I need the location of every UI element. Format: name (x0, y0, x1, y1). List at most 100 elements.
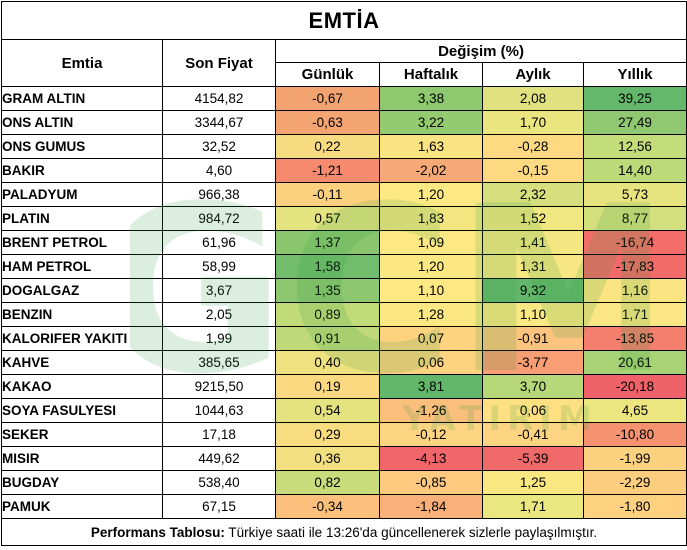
table-row: HAM PETROL 58,99 1,58 1,20 1,31 -17,83 (1, 254, 687, 279)
last-price-cell: 9215,50 (162, 374, 276, 399)
commodity-name-cell: PAMUK (1, 494, 163, 519)
commodity-name-cell: DOGALGAZ (1, 278, 163, 303)
daily-change-cell: -0,11 (275, 182, 380, 207)
weekly-change-cell: -4,13 (379, 446, 483, 471)
yearly-change-cell: 8,77 (582, 206, 687, 231)
yearly-change-cell: -10,80 (582, 422, 687, 447)
commodity-name-cell: SOYA FASULYESI (1, 398, 163, 423)
weekly-change-cell: -1,26 (379, 398, 483, 423)
footer-text: Türkiye saati ile 13:26'da güncellenerek… (224, 524, 598, 540)
weekly-change-cell: -2,02 (379, 158, 483, 183)
column-header-yearly: Yıllık (582, 62, 687, 87)
monthly-change-cell: 2,08 (482, 86, 584, 111)
footer-note: Performans Tablosu: Türkiye saati ile 13… (0, 518, 687, 546)
table-row: KAHVE 385,65 0,40 0,06 -3,77 20,61 (1, 350, 687, 375)
weekly-change-cell: 1,20 (379, 182, 483, 207)
daily-change-cell: 0,19 (275, 374, 380, 399)
table-row: MISIR 449,62 0,36 -4,13 -5,39 -1,99 (1, 446, 687, 471)
yearly-change-cell: -20,18 (582, 374, 687, 399)
column-header-last-price: Son Fiyat (162, 39, 276, 87)
yearly-change-cell: 12,56 (582, 134, 687, 159)
daily-change-cell: 0,89 (275, 302, 380, 327)
monthly-change-cell: 3,70 (482, 374, 584, 399)
monthly-change-cell: 1,41 (482, 230, 584, 255)
daily-change-cell: 1,35 (275, 278, 380, 303)
monthly-change-cell: 1,10 (482, 302, 584, 327)
commodity-name-cell: MISIR (1, 446, 163, 471)
footer-label: Performans Tablosu: (90, 524, 225, 540)
commodity-name-cell: BRENT PETROL (1, 230, 163, 255)
column-header-monthly: Aylık (482, 62, 584, 87)
monthly-change-cell: 1,25 (482, 470, 584, 495)
yearly-change-cell: 14,40 (582, 158, 687, 183)
last-price-cell: 67,15 (162, 494, 276, 519)
daily-change-cell: -0,63 (275, 110, 380, 135)
weekly-change-cell: 3,81 (379, 374, 483, 399)
last-price-cell: 2,05 (162, 302, 276, 327)
table-row: ONS GUMUS 32,52 0,22 1,63 -0,28 12,56 (1, 134, 687, 159)
yearly-change-cell: 1,71 (582, 302, 687, 327)
column-group-change: Değişim (%) (274, 39, 687, 63)
commodity-name-cell: PLATIN (1, 206, 163, 231)
daily-change-cell: 0,36 (275, 446, 380, 471)
daily-change-cell: 0,29 (275, 422, 380, 447)
commodity-name-cell: ONS GUMUS (1, 134, 163, 159)
table-row: BUGDAY 538,40 0,82 -0,85 1,25 -2,29 (1, 470, 687, 495)
weekly-change-cell: 1,09 (379, 230, 483, 255)
table-row: BENZIN 2,05 0,89 1,28 1,10 1,71 (1, 302, 687, 327)
yearly-change-cell: -1,99 (582, 446, 687, 471)
weekly-change-cell: 1,10 (379, 278, 483, 303)
weekly-change-cell: -1,84 (379, 494, 483, 519)
yearly-change-cell: 39,25 (582, 86, 687, 111)
column-header-weekly: Haftalık (379, 62, 483, 87)
weekly-change-cell: -0,12 (379, 422, 483, 447)
last-price-cell: 3344,67 (162, 110, 276, 135)
last-price-cell: 32,52 (162, 134, 276, 159)
table-row: PALADYUM 966,38 -0,11 1,20 2,32 5,73 (1, 182, 687, 207)
monthly-change-cell: -0,15 (482, 158, 584, 183)
yearly-change-cell: -13,85 (582, 326, 687, 351)
weekly-change-cell: 1,63 (379, 134, 483, 159)
yearly-change-cell: 1,16 (582, 278, 687, 303)
last-price-cell: 17,18 (162, 422, 276, 447)
last-price-cell: 4,60 (162, 158, 276, 183)
monthly-change-cell: 1,70 (482, 110, 584, 135)
weekly-change-cell: 1,28 (379, 302, 483, 327)
yearly-change-cell: -17,83 (582, 254, 687, 279)
last-price-cell: 966,38 (162, 182, 276, 207)
yearly-change-cell: 4,65 (582, 398, 687, 423)
yearly-change-cell: 20,61 (582, 350, 687, 375)
weekly-change-cell: 1,20 (379, 254, 483, 279)
daily-change-cell: -0,34 (275, 494, 380, 519)
commodity-name-cell: SEKER (1, 422, 163, 447)
monthly-change-cell: -0,91 (482, 326, 584, 351)
monthly-change-cell: -5,39 (482, 446, 584, 471)
monthly-change-cell: -0,28 (482, 134, 584, 159)
commodity-name-cell: BAKIR (1, 158, 163, 183)
commodity-name-cell: BENZIN (1, 302, 163, 327)
commodity-name-cell: HAM PETROL (1, 254, 163, 279)
table-row: SOYA FASULYESI 1044,63 0,54 -1,26 0,06 4,65 (1, 398, 687, 423)
monthly-change-cell: -0,41 (482, 422, 584, 447)
daily-change-cell: 1,58 (275, 254, 380, 279)
commodity-name-cell: PALADYUM (1, 182, 163, 207)
weekly-change-cell: 3,38 (379, 86, 483, 111)
commodity-name-cell: KAHVE (1, 350, 163, 375)
last-price-cell: 3,67 (162, 278, 276, 303)
table-row: KALORIFER YAKITI 1,99 0,91 0,07 -0,91 -13,85 (1, 326, 687, 351)
monthly-change-cell: 2,32 (482, 182, 584, 207)
commodity-name-cell: KALORIFER YAKITI (1, 326, 163, 351)
monthly-change-cell: 1,52 (482, 206, 584, 231)
daily-change-cell: 0,54 (275, 398, 380, 423)
daily-change-cell: 0,22 (275, 134, 380, 159)
table-row: BAKIR 4,60 -1,21 -2,02 -0,15 14,40 (1, 158, 687, 183)
weekly-change-cell: 0,07 (379, 326, 483, 351)
column-header-daily: Günlük (275, 62, 380, 87)
last-price-cell: 4154,82 (162, 86, 276, 111)
daily-change-cell: 0,82 (275, 470, 380, 495)
monthly-change-cell: 1,31 (482, 254, 584, 279)
table-row: ONS ALTIN 3344,67 -0,63 3,22 1,70 27,49 (1, 110, 687, 135)
monthly-change-cell: 1,71 (482, 494, 584, 519)
last-price-cell: 984,72 (162, 206, 276, 231)
